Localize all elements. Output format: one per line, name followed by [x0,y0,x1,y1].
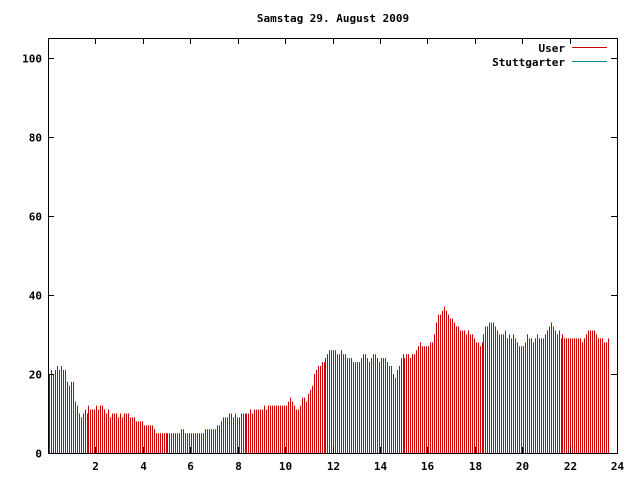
x-tick-label: 14 [374,460,388,473]
x-tick-label: 22 [564,460,577,473]
bar-series [49,306,609,453]
chart-title: Samstag 29. August 2009 [257,12,409,25]
x-tick-label: 2 [92,460,99,473]
y-tick-label: 60 [29,211,42,224]
x-tick-label: 8 [235,460,242,473]
x-tick-label: 16 [421,460,435,473]
y-tick-label: 40 [29,290,42,303]
x-tick-label: 20 [516,460,529,473]
x-tick-label: 4 [140,460,147,473]
plot-frame [48,38,618,454]
x-tick-label: 18 [469,460,482,473]
x-tick-label: 24 [611,460,625,473]
y-tick-label: 0 [35,448,42,461]
legend-label: Stuttgarter [492,56,565,69]
y-tick-label: 100 [22,53,42,66]
legend-label: User [539,42,566,55]
y-tick-label: 20 [29,369,42,382]
x-tick-label: 6 [187,460,194,473]
x-tick-label: 12 [327,460,340,473]
y-tick-label: 80 [29,132,42,145]
x-tick-label: 10 [279,460,292,473]
